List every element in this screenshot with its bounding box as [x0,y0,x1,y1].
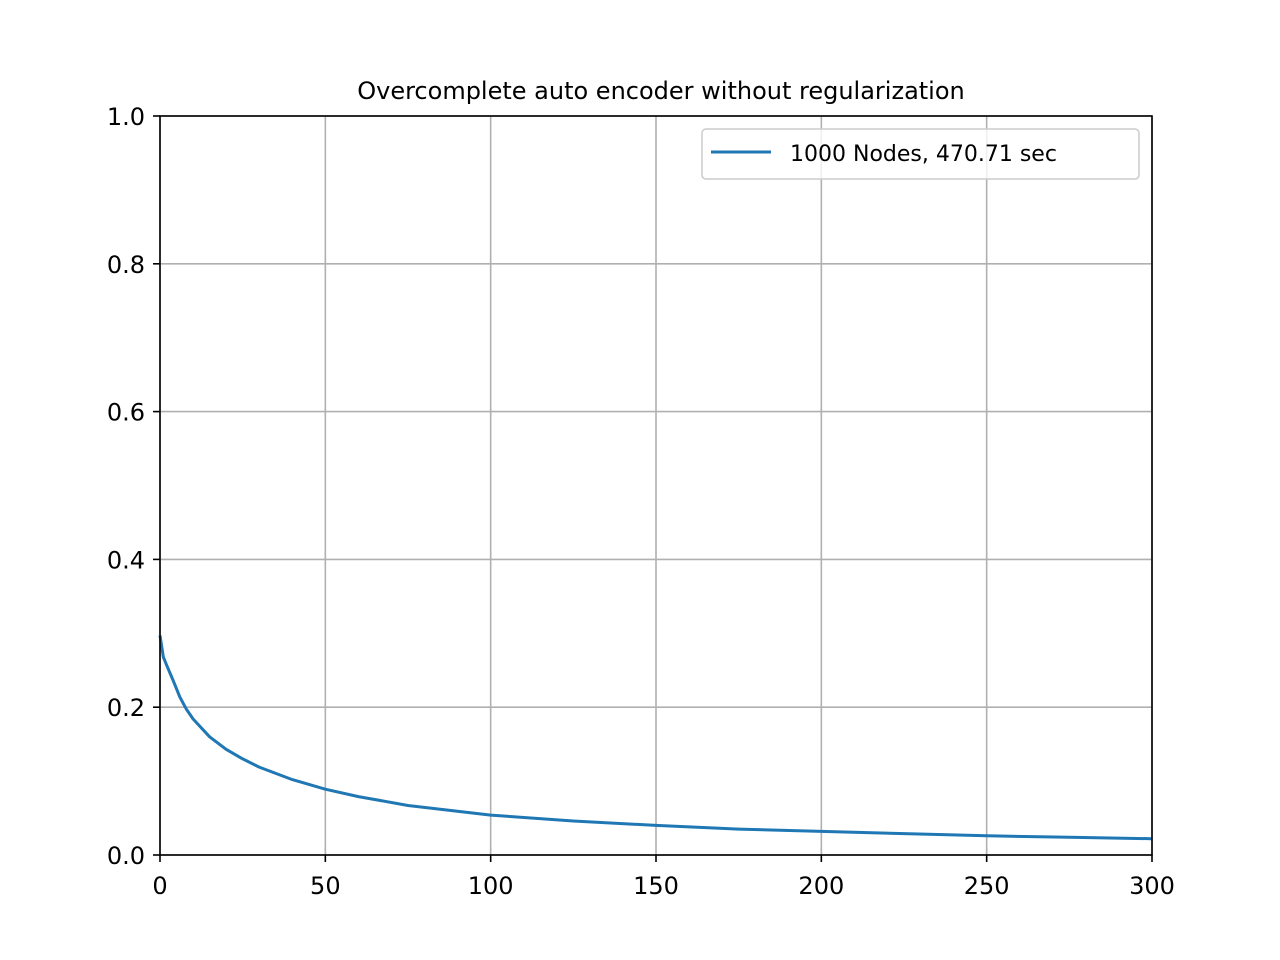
legend: 1000 Nodes, 470.71 sec [701,128,1140,180]
y-tick-label: 0.6 [107,399,145,427]
y-tick-label: 1.0 [107,103,145,131]
x-tick-label: 300 [1129,872,1175,900]
chart-title: Overcomplete auto encoder without regula… [357,77,965,105]
series-line-0 [158,635,1153,841]
y-tick-label: 0.2 [107,694,145,722]
x-tick-label: 200 [798,872,844,900]
series-lines [158,635,1153,841]
y-tick-label: 0.0 [107,842,145,870]
y-tick-label: 0.4 [107,546,145,574]
x-tick-label: 250 [964,872,1010,900]
legend-box [701,128,1140,180]
x-axis: 0 50 100 150 200 250 300 [152,855,1175,900]
y-tick-label: 0.8 [107,251,145,279]
x-tick-label: 0 [152,872,167,900]
x-tick-label: 100 [468,872,514,900]
x-tick-label: 50 [310,872,341,900]
y-axis: 0.0 0.2 0.4 0.6 0.8 1.0 [107,103,160,870]
legend-label-0: 1000 Nodes, 470.71 sec [790,142,1057,167]
x-tick-label: 150 [633,872,679,900]
